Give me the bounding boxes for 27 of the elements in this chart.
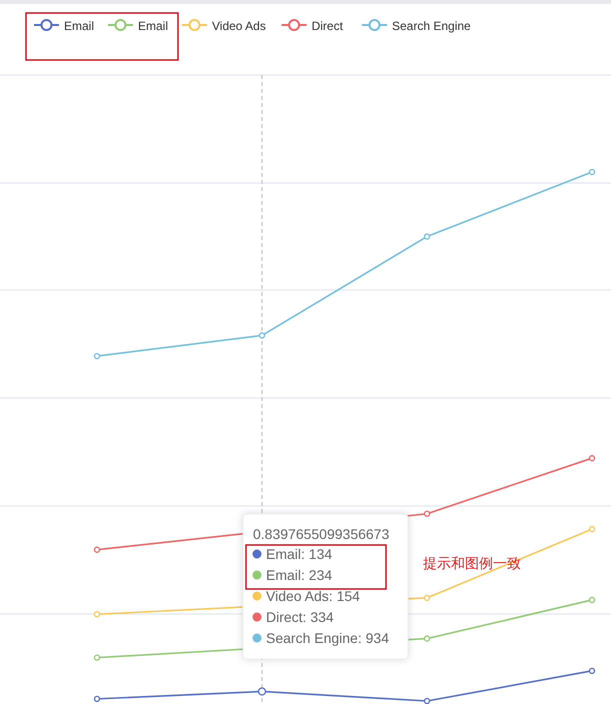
point: [424, 635, 430, 642]
annotation: Video Ads: 154: [266, 588, 360, 604]
point: [94, 654, 100, 661]
annotation: Email: 134: [266, 546, 332, 562]
annotation: Email: 234: [266, 567, 332, 583]
point: [588, 526, 596, 532]
annotation: Direct: 334: [266, 609, 334, 625]
legend-label: Video Ads: [212, 19, 266, 33]
point: [424, 698, 430, 704]
point: [94, 352, 100, 360]
point: [94, 546, 100, 553]
point: [424, 594, 430, 601]
point: [424, 510, 430, 517]
point: [588, 668, 596, 674]
legend-label: Email: [64, 19, 94, 33]
point: [588, 455, 596, 462]
legend-label: Direct: [312, 19, 344, 33]
point: [588, 596, 596, 604]
point: [94, 696, 100, 702]
legend-label: Search Engine: [392, 19, 472, 33]
point: [94, 611, 100, 618]
annotation: 0.8397655099356673: [253, 526, 390, 542]
annotation: Search Engine: 934: [266, 630, 390, 646]
legend-label: Email: [138, 19, 168, 33]
point: [424, 233, 430, 240]
point: [588, 168, 596, 176]
point: [258, 332, 266, 339]
